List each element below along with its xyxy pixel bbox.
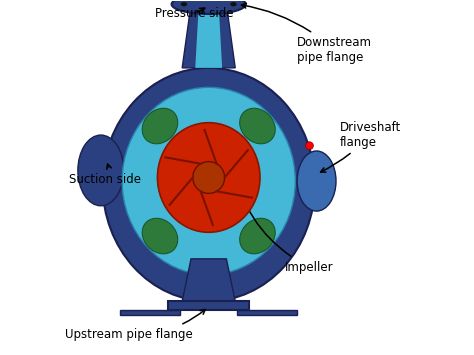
Polygon shape (237, 310, 297, 315)
Ellipse shape (157, 123, 260, 232)
Text: Pressure side: Pressure side (155, 7, 234, 20)
Text: Upstream pipe flange: Upstream pipe flange (65, 310, 205, 341)
Ellipse shape (122, 87, 295, 275)
Ellipse shape (172, 0, 246, 14)
Text: Downstream
pipe flange: Downstream pipe flange (241, 3, 372, 64)
Polygon shape (182, 259, 235, 301)
Ellipse shape (297, 151, 336, 211)
Ellipse shape (240, 218, 275, 254)
Ellipse shape (142, 218, 178, 254)
Ellipse shape (306, 142, 313, 149)
Polygon shape (182, 4, 235, 68)
Polygon shape (120, 310, 181, 315)
Ellipse shape (103, 68, 315, 301)
Text: Suction side: Suction side (69, 164, 141, 186)
Ellipse shape (193, 162, 225, 193)
Ellipse shape (240, 108, 275, 144)
Polygon shape (168, 301, 249, 310)
Text: Impeller: Impeller (233, 168, 333, 274)
Ellipse shape (181, 2, 187, 6)
Ellipse shape (230, 2, 237, 6)
Text: Driveshaft
flange: Driveshaft flange (320, 121, 401, 172)
Ellipse shape (78, 135, 124, 206)
Ellipse shape (142, 108, 178, 144)
Polygon shape (195, 4, 222, 68)
